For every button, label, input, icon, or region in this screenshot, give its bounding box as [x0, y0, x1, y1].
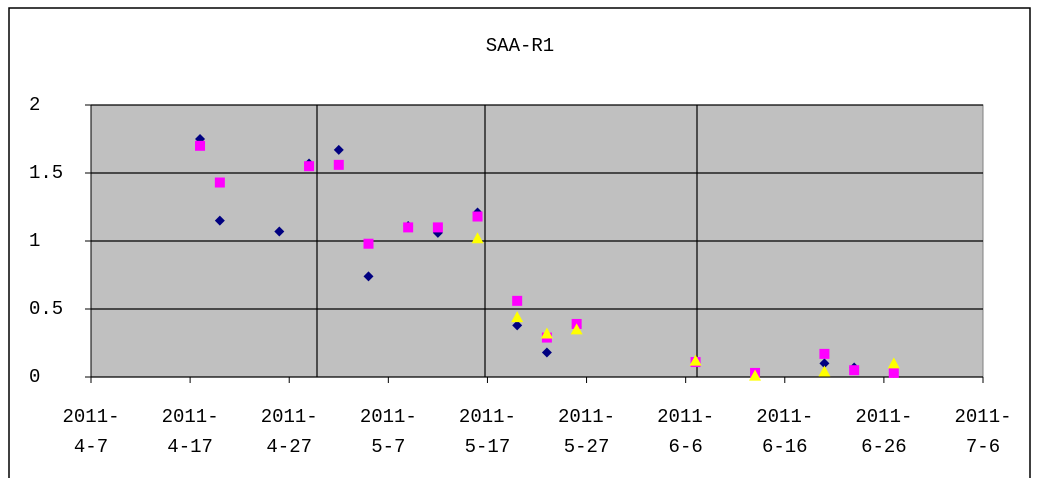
point — [432, 222, 443, 233]
point — [512, 320, 523, 331]
point — [512, 295, 523, 306]
chart-title: SAA-R1 — [486, 35, 554, 57]
point — [274, 226, 285, 237]
point — [363, 271, 374, 282]
point — [819, 358, 830, 369]
point — [689, 354, 702, 366]
x-tick-label: 2011-6-16 — [756, 406, 814, 458]
x-tick-label: 2011-6-6 — [657, 406, 715, 458]
point — [403, 222, 414, 233]
point — [819, 348, 830, 359]
x-tick-label: 2011-6-26 — [855, 406, 913, 458]
point — [887, 357, 900, 369]
point — [333, 159, 344, 170]
x-tick-label: 2011-5-7 — [359, 406, 417, 458]
x-tick-label: 2011-4-17 — [161, 406, 219, 458]
point — [471, 232, 484, 244]
point — [304, 161, 315, 172]
point — [214, 177, 225, 188]
y-tick-label: 2 — [29, 94, 40, 116]
y-tick-label: 0.5 — [29, 298, 63, 320]
point — [849, 365, 860, 376]
point — [511, 311, 524, 323]
x-tick-label: 2011-7-6 — [954, 406, 1012, 458]
point — [214, 215, 225, 226]
point — [541, 347, 552, 358]
y-tick-label: 0 — [29, 366, 40, 388]
point — [195, 140, 206, 151]
point — [818, 365, 831, 377]
x-tick-label: 2011-5-27 — [558, 406, 616, 458]
y-tick-label: 1 — [29, 230, 40, 252]
x-tick-label: 2011-5-17 — [458, 406, 516, 458]
point — [363, 238, 374, 249]
x-tick-label: 2011-4-7 — [62, 406, 120, 458]
x-tick-label: 2011-4-27 — [260, 406, 318, 458]
point — [540, 327, 553, 339]
point — [333, 144, 344, 155]
point — [888, 367, 899, 378]
chart-frame — [8, 7, 1031, 478]
point — [570, 323, 583, 335]
point — [749, 369, 762, 381]
y-tick-label: 1.5 — [29, 162, 63, 184]
point — [472, 211, 483, 222]
